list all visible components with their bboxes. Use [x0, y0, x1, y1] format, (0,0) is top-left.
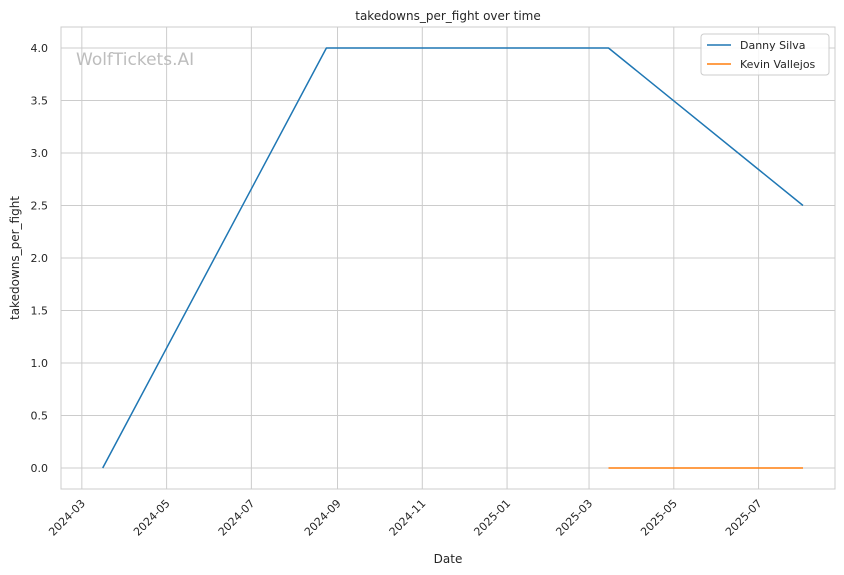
grid [61, 27, 835, 489]
y-tick-label: 1.0 [31, 357, 49, 370]
series-layer [102, 47, 804, 469]
x-axis-label: Date [434, 552, 463, 566]
y-tick-label: 0.0 [31, 462, 49, 475]
y-tick-label: 3.0 [31, 147, 49, 160]
y-tick-label: 4.0 [31, 42, 49, 55]
series-line-danny-silva [102, 47, 804, 469]
legend: Danny Silva Kevin Vallejos [700, 33, 830, 76]
plot-frame [60, 26, 836, 490]
legend-label-kevin-vallejos: Kevin Vallejos [740, 58, 816, 71]
watermark: WolfTickets.AI [76, 50, 194, 70]
y-tick-labels: 0.0 0.5 1.0 1.5 2.0 2.5 3.0 3.5 4.0 [31, 42, 49, 475]
y-tick-label: 3.5 [31, 95, 49, 108]
legend-label-danny-silva: Danny Silva [740, 39, 806, 52]
y-tick-label: 2.5 [31, 200, 49, 213]
legend-box [700, 33, 830, 76]
y-axis-label: takedowns_per_fight [8, 196, 22, 320]
y-tick-label: 1.5 [31, 305, 49, 318]
y-tick-label: 2.0 [31, 252, 49, 265]
chart-title: takedowns_per_fight over time [355, 9, 541, 23]
y-tick-label: 0.5 [31, 410, 49, 423]
